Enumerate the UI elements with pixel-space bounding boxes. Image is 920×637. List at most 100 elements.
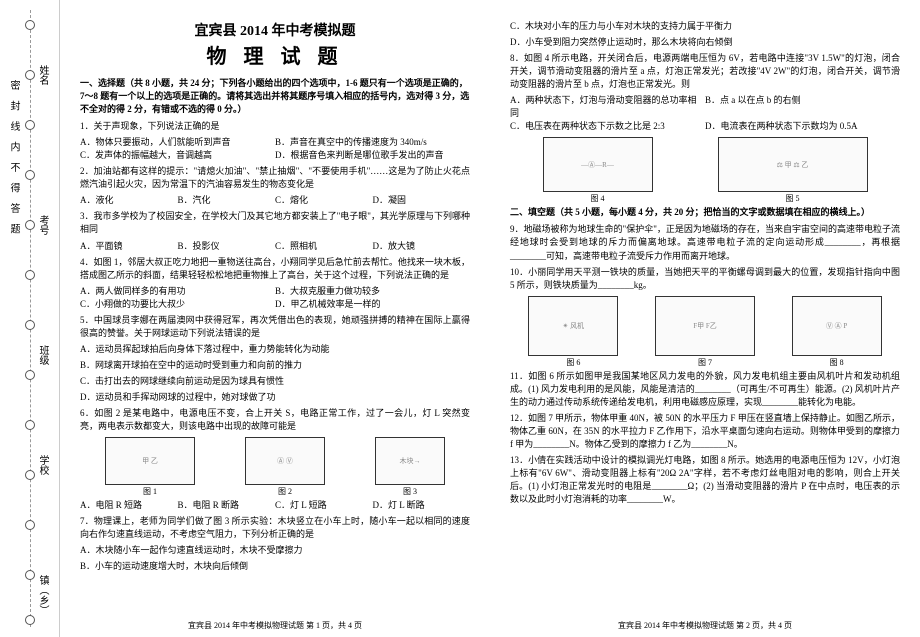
q2-a: A．液化 xyxy=(80,194,178,207)
field-class: 班级 xyxy=(35,345,50,365)
q8-a: A．两种状态下，灯泡与滑动变阻器的总功率相同 xyxy=(510,94,705,120)
q3-a: A．平面镜 xyxy=(80,240,178,253)
q4-c: C．小翔做的功要比大叔少 xyxy=(80,298,275,311)
q3-b: B．投影仪 xyxy=(178,240,276,253)
binding-circle xyxy=(25,70,35,80)
field-name: 姓名 xyxy=(35,65,50,85)
q4-b: B．大叔克服重力做功较多 xyxy=(275,285,470,298)
q3-d: D．放大镜 xyxy=(373,240,471,253)
q6-d: D．灯 L 断路 xyxy=(373,499,471,512)
q5-stem: 5．中国球员李娜在两届澳网中获得冠军，再次凭借出色的表现，她顽强拼搏的精神在国际… xyxy=(80,314,470,340)
q1-c: C．发声体的振幅越大，音调越高 xyxy=(80,149,275,162)
binding-dash-line xyxy=(30,10,31,627)
figure-3-caption: 图 3 xyxy=(375,486,445,497)
figure-1-caption: 图 1 xyxy=(105,486,195,497)
q1-d: D．根据音色来判断是哪位歌手发出的声音 xyxy=(275,149,470,162)
q13: 13．小倩在实践活动中设计的模拟调光灯电路，如图 8 所示。她选用的电源电压恒为… xyxy=(510,454,900,506)
q1-options: A．物体只要振动，人们就能听到声音 B．声音在真空中的传播速度为 340m/s … xyxy=(80,136,470,162)
binding-circle xyxy=(25,320,35,330)
q1-b: B．声音在真空中的传播速度为 340m/s xyxy=(275,136,470,149)
q6-c: C．灯 L 短路 xyxy=(275,499,373,512)
q7-stem: 7．物理课上，老师为同学们做了图 3 所示实验：木块竖立在小车上时，随小车一起以… xyxy=(80,515,470,541)
field-school: 学校 xyxy=(35,455,50,475)
section-1-heading: 一、选择题（共 8 小题，共 24 分；下列各小题给出的四个选项中，1-6 题只… xyxy=(80,77,470,116)
q2-b: B．汽化 xyxy=(178,194,276,207)
q4-stem: 4．如图 1，邻居大叔正吃力地把一重物送往高台，小翔同学见后急忙前去帮忙。他找来… xyxy=(80,256,470,282)
q12: 12．如图 7 甲所示，物体甲重 40N，被 50N 的水平压力 F 甲压在竖直… xyxy=(510,412,900,451)
binding-circle xyxy=(25,470,35,480)
q2-d: D．凝固 xyxy=(373,194,471,207)
figure-7-image: F甲 F乙 xyxy=(655,296,755,356)
figure-row-3: ✴ 风机 图 6 F甲 F乙 图 7 Ⓥ Ⓐ P 图 8 xyxy=(510,296,900,368)
page-1-footer: 宜宾县 2014 年中考模拟物理试题 第 1 页，共 4 页 xyxy=(60,620,490,631)
q6-b: B．电阻 R 断路 xyxy=(178,499,276,512)
q5-a: A．运动员挥起球拍后向身体下落过程中，重力势能转化为动能 xyxy=(80,343,470,356)
q5-c: C．击打出去的网球继续向前运动是因为球具有惯性 xyxy=(80,375,470,388)
exam-title: 物 理 试 题 xyxy=(80,40,470,69)
q6-options: A．电阻 R 短路 B．电阻 R 断路 C．灯 L 短路 D．灯 L 断路 xyxy=(80,499,470,512)
binding-circle xyxy=(25,20,35,30)
figure-2-image: Ⓐ Ⓥ xyxy=(245,437,325,485)
q3-c: C．照相机 xyxy=(275,240,373,253)
binding-circle xyxy=(25,170,35,180)
figure-row-2: —Ⓐ—R— 图 4 ⚖ 甲 ⚖ 乙 图 5 xyxy=(510,137,900,204)
binding-warning: 密 封 线 内 不 得 答 题 xyxy=(6,80,21,238)
exam-subtitle: 宜宾县 2014 年中考模拟题 xyxy=(80,20,470,40)
q3-options: A．平面镜 B．投影仪 C．照相机 D．放大镜 xyxy=(80,240,470,253)
pages-container: 宜宾县 2014 年中考模拟题 物 理 试 题 一、选择题（共 8 小题，共 2… xyxy=(60,0,920,637)
q7-b: B．小车的运动速度增大时，木块向后倾倒 xyxy=(80,560,470,573)
field-town: 镇（乡） xyxy=(35,575,50,615)
binding-circle xyxy=(25,220,35,230)
q11: 11．如图 6 所示如图甲是我国某地区风力发电的外貌，风力发电机组主要由风机叶片… xyxy=(510,370,900,409)
figure-4-caption: 图 4 xyxy=(543,193,653,204)
binding-circle xyxy=(25,270,35,280)
figure-4-image: —Ⓐ—R— xyxy=(543,137,653,192)
binding-circle xyxy=(25,615,35,625)
figure-3-image: 木块→ xyxy=(375,437,445,485)
figure-7-caption: 图 7 xyxy=(655,357,755,368)
q6-a: A．电阻 R 短路 xyxy=(80,499,178,512)
q2-stem: 2．加油站都有这样的提示："请熄火加油"、"禁止抽烟"、"不要使用手机"……这是… xyxy=(80,165,470,191)
figure-row-1: 甲 乙 图 1 Ⓐ Ⓥ 图 2 木块→ 图 3 xyxy=(80,437,470,497)
binding-circle xyxy=(25,420,35,430)
q8-stem: 8．如图 4 所示电路，开关闭合后，电源两端电压恒为 6V，若电路中连接"3V … xyxy=(510,52,900,91)
q4-d: D．甲乙机械效率是一样的 xyxy=(275,298,470,311)
q2-c: C．熔化 xyxy=(275,194,373,207)
binding-circle xyxy=(25,520,35,530)
figure-1-image: 甲 乙 xyxy=(105,437,195,485)
q1-a: A．物体只要振动，人们就能听到声音 xyxy=(80,136,275,149)
page-2-footer: 宜宾县 2014 年中考模拟物理试题 第 2 页，共 4 页 xyxy=(490,620,920,631)
binding-margin: 姓名 考号 班级 学校 镇（乡） 密 封 线 内 不 得 答 题 xyxy=(0,0,60,637)
q7-c: C．木块对小车的压力与小车对木块的支持力属于平衡力 xyxy=(510,20,900,33)
binding-circle xyxy=(25,570,35,580)
q5-d: D．运动员和手挥动网球的过程中，她对球做了功 xyxy=(80,391,470,404)
figure-8-caption: 图 8 xyxy=(792,357,882,368)
figure-2-caption: 图 2 xyxy=(245,486,325,497)
q10: 10．小丽同学用天平测一铁块的质量，当她把天平的平衡螺母调到最大的位置，发现指针… xyxy=(510,266,900,292)
q4-options: A．两人做同样多的有用功 B．大叔克服重力做功较多 C．小翔做的功要比大叔少 D… xyxy=(80,285,470,311)
q2-options: A．液化 B．汽化 C．熔化 D．凝固 xyxy=(80,194,470,207)
q8-options: A．两种状态下，灯泡与滑动变阻器的总功率相同 B．点 a 以在点 b 的右侧 C… xyxy=(510,94,900,133)
figure-6-caption: 图 6 xyxy=(528,357,618,368)
page-1: 宜宾县 2014 年中考模拟题 物 理 试 题 一、选择题（共 8 小题，共 2… xyxy=(60,0,490,637)
q7-a: A．木块随小车一起作匀速直线运动时，木块不受摩擦力 xyxy=(80,544,470,557)
field-examno: 考号 xyxy=(35,215,50,235)
binding-circle xyxy=(25,120,35,130)
q7-d: D．小车受到阻力突然停止运动时，那么木块将向右倾倒 xyxy=(510,36,900,49)
binding-circle xyxy=(25,370,35,380)
page-2: C．木块对小车的压力与小车对木块的支持力属于平衡力 D．小车受到阻力突然停止运动… xyxy=(490,0,920,637)
section-2-heading: 二、填空题（共 5 小题，每小题 4 分，共 20 分；把恰当的文字或数据填在相… xyxy=(510,206,900,219)
q4-a: A．两人做同样多的有用功 xyxy=(80,285,275,298)
q8-b: B．点 a 以在点 b 的右侧 xyxy=(705,94,900,120)
q9: 9．地磁场被称为地球生命的"保护伞"，正是因为地磁场的存在，当来自宇宙空间的高速… xyxy=(510,223,900,262)
q6-stem: 6．如图 2 是某电路中，电源电压不变，合上开关 S，电路正常工作，过了一会儿，… xyxy=(80,407,470,433)
figure-8-image: Ⓥ Ⓐ P xyxy=(792,296,882,356)
figure-6-image: ✴ 风机 xyxy=(528,296,618,356)
q1-stem: 1．关于声现象，下列说法正确的是 xyxy=(80,120,470,133)
q3-stem: 3．我市多学校为了校园安全，在学校大门及其它地方都安装上了"电子眼"，其光学原理… xyxy=(80,210,470,236)
figure-5-image: ⚖ 甲 ⚖ 乙 xyxy=(718,137,868,192)
figure-5-caption: 图 5 xyxy=(718,193,868,204)
q8-d: D．电流表在两种状态下示数均为 0.5A xyxy=(705,120,900,133)
q8-c: C．电压表在两种状态下示数之比是 2:3 xyxy=(510,120,705,133)
q5-b: B．网球离开球拍在空中的运动时受到重力和向前的推力 xyxy=(80,359,470,372)
